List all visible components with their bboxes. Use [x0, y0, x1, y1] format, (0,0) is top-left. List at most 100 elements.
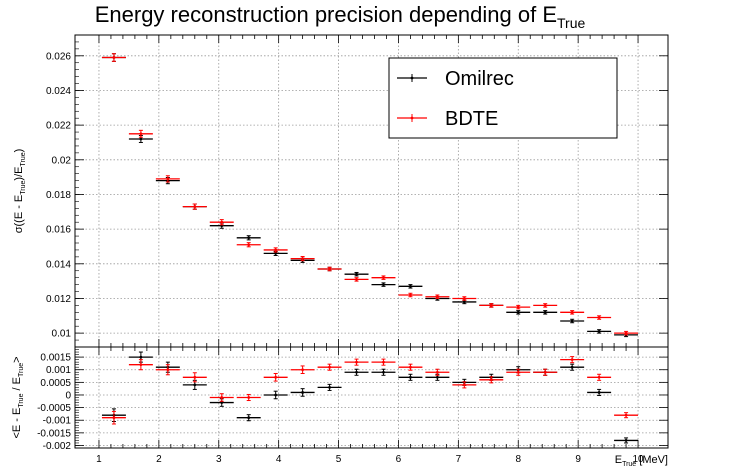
marker [274, 375, 278, 379]
y-axis-label-part: ) [13, 149, 25, 153]
marker [193, 383, 197, 387]
data-point [425, 294, 450, 299]
chart-title: Energy reconstruction precision dependin… [95, 2, 586, 31]
marker [166, 368, 170, 372]
marker [597, 391, 601, 394]
marker [570, 310, 574, 314]
marker [543, 370, 547, 374]
marker [516, 305, 520, 309]
data-point [344, 277, 369, 282]
data-point [587, 315, 612, 320]
y-axis-label-subscript: True [18, 393, 25, 407]
data-point [182, 372, 207, 383]
chart-title-subscript: True [557, 15, 585, 31]
marker [328, 386, 331, 389]
data-point [290, 388, 315, 397]
data-point [479, 303, 504, 308]
data-point [614, 437, 639, 444]
y-tick-label: -0.002 [43, 441, 72, 452]
data-point [290, 256, 315, 262]
data-point [371, 275, 396, 280]
legend-entry-omilrec: Omilrec [397, 68, 514, 90]
legend-entry-bdte: BDTE [397, 108, 498, 130]
marker [139, 363, 143, 367]
marker [516, 370, 520, 374]
legend-label: BDTE [445, 108, 498, 130]
marker [247, 396, 251, 399]
marker [409, 284, 412, 288]
data-point [236, 235, 261, 241]
marker [220, 396, 224, 399]
data-point [128, 359, 153, 371]
data-point [560, 356, 585, 364]
data-point [506, 304, 531, 310]
plot-area [75, 347, 668, 448]
y-tick-label: 0.001 [46, 365, 71, 376]
data-point [533, 310, 558, 315]
data-point [155, 175, 180, 183]
data-point [371, 358, 396, 366]
x-axis-label-subscript: True [622, 461, 636, 468]
data-point [344, 271, 369, 277]
plot-frame [74, 346, 669, 449]
data-point [398, 373, 423, 381]
chart-title-text: Energy reconstruction precision dependin… [95, 2, 586, 31]
marker [139, 355, 143, 359]
data-point [317, 266, 342, 272]
marker [462, 297, 466, 300]
data-point [398, 284, 423, 289]
data-point [425, 368, 450, 376]
data-point [236, 393, 261, 402]
marker [139, 137, 143, 141]
data-point [128, 129, 153, 138]
x-tick-label: 4 [276, 454, 282, 465]
x-tick-label: 8 [515, 454, 521, 465]
marker [382, 360, 385, 364]
x-axis-label-main: E [615, 454, 622, 466]
data-point [344, 368, 369, 376]
y-tick-label: 0.0015 [40, 353, 71, 364]
legend-box [388, 57, 618, 139]
data-point [317, 363, 342, 371]
marker [435, 375, 439, 379]
data-point [236, 242, 261, 248]
data-point [560, 363, 585, 371]
marker [597, 375, 601, 379]
legend-marker [410, 76, 414, 80]
data-point [182, 203, 207, 210]
y-tick-label: 0 [65, 390, 71, 401]
y-tick-label: 0.024 [46, 86, 71, 97]
marker [382, 370, 385, 374]
x-tick-label: 3 [216, 454, 222, 465]
data-point [101, 53, 126, 62]
marker [166, 177, 170, 181]
marker [112, 56, 116, 59]
marker [570, 319, 574, 323]
marker [112, 416, 116, 420]
chart-title-main: Energy reconstruction precision dependin… [95, 2, 557, 27]
marker [570, 358, 574, 362]
marker [274, 248, 278, 252]
marker [435, 295, 439, 299]
marker [274, 393, 278, 397]
y-tick-label: 0.018 [46, 190, 71, 201]
data-point [263, 390, 288, 400]
data-point [155, 364, 180, 376]
data-point [398, 292, 423, 298]
x-tick-label: 1 [96, 454, 102, 465]
series-bdte [101, 356, 639, 425]
marker [382, 276, 385, 280]
y-axis-label-subscript: True [18, 363, 25, 377]
y-tick-label: -0.001 [43, 416, 72, 427]
y-tick-label: 0.012 [46, 294, 71, 305]
marker [462, 383, 466, 387]
y-axis-label-subscript: True [20, 152, 27, 166]
marker [624, 331, 628, 335]
marker [301, 391, 305, 394]
marker [624, 413, 628, 417]
data-point [209, 219, 234, 226]
x-tick-label: 7 [456, 454, 462, 465]
data-point [506, 310, 531, 315]
